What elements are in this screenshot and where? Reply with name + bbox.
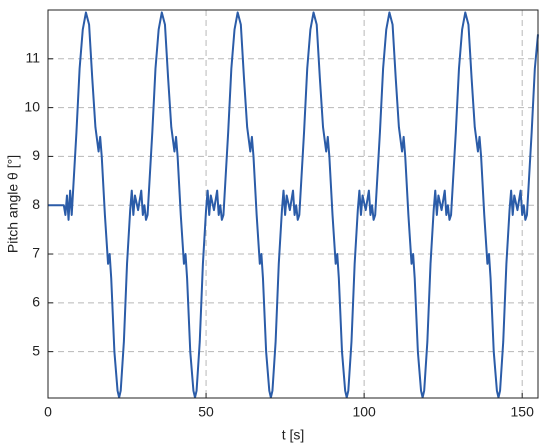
y-axis-label: Pitch angle θ [°]: [5, 155, 21, 253]
x-tick-label: 150: [511, 404, 535, 420]
plot-frame: [47, 9, 539, 399]
y-tick-label: 10: [24, 98, 40, 114]
y-tick-label: 11: [25, 50, 40, 66]
x-axis-label: t [s]: [282, 427, 305, 443]
y-tick-label: 7: [32, 245, 40, 261]
y-tick-label: 8: [32, 196, 40, 212]
y-tick-label: 6: [32, 294, 40, 310]
data-line: [48, 11, 539, 399]
x-tick-label: 50: [198, 404, 214, 420]
y-tick-label: 5: [32, 342, 40, 358]
x-tick-label: 100: [352, 404, 376, 420]
y-tick-label: 9: [32, 147, 40, 163]
x-tick-label: 0: [44, 404, 52, 420]
